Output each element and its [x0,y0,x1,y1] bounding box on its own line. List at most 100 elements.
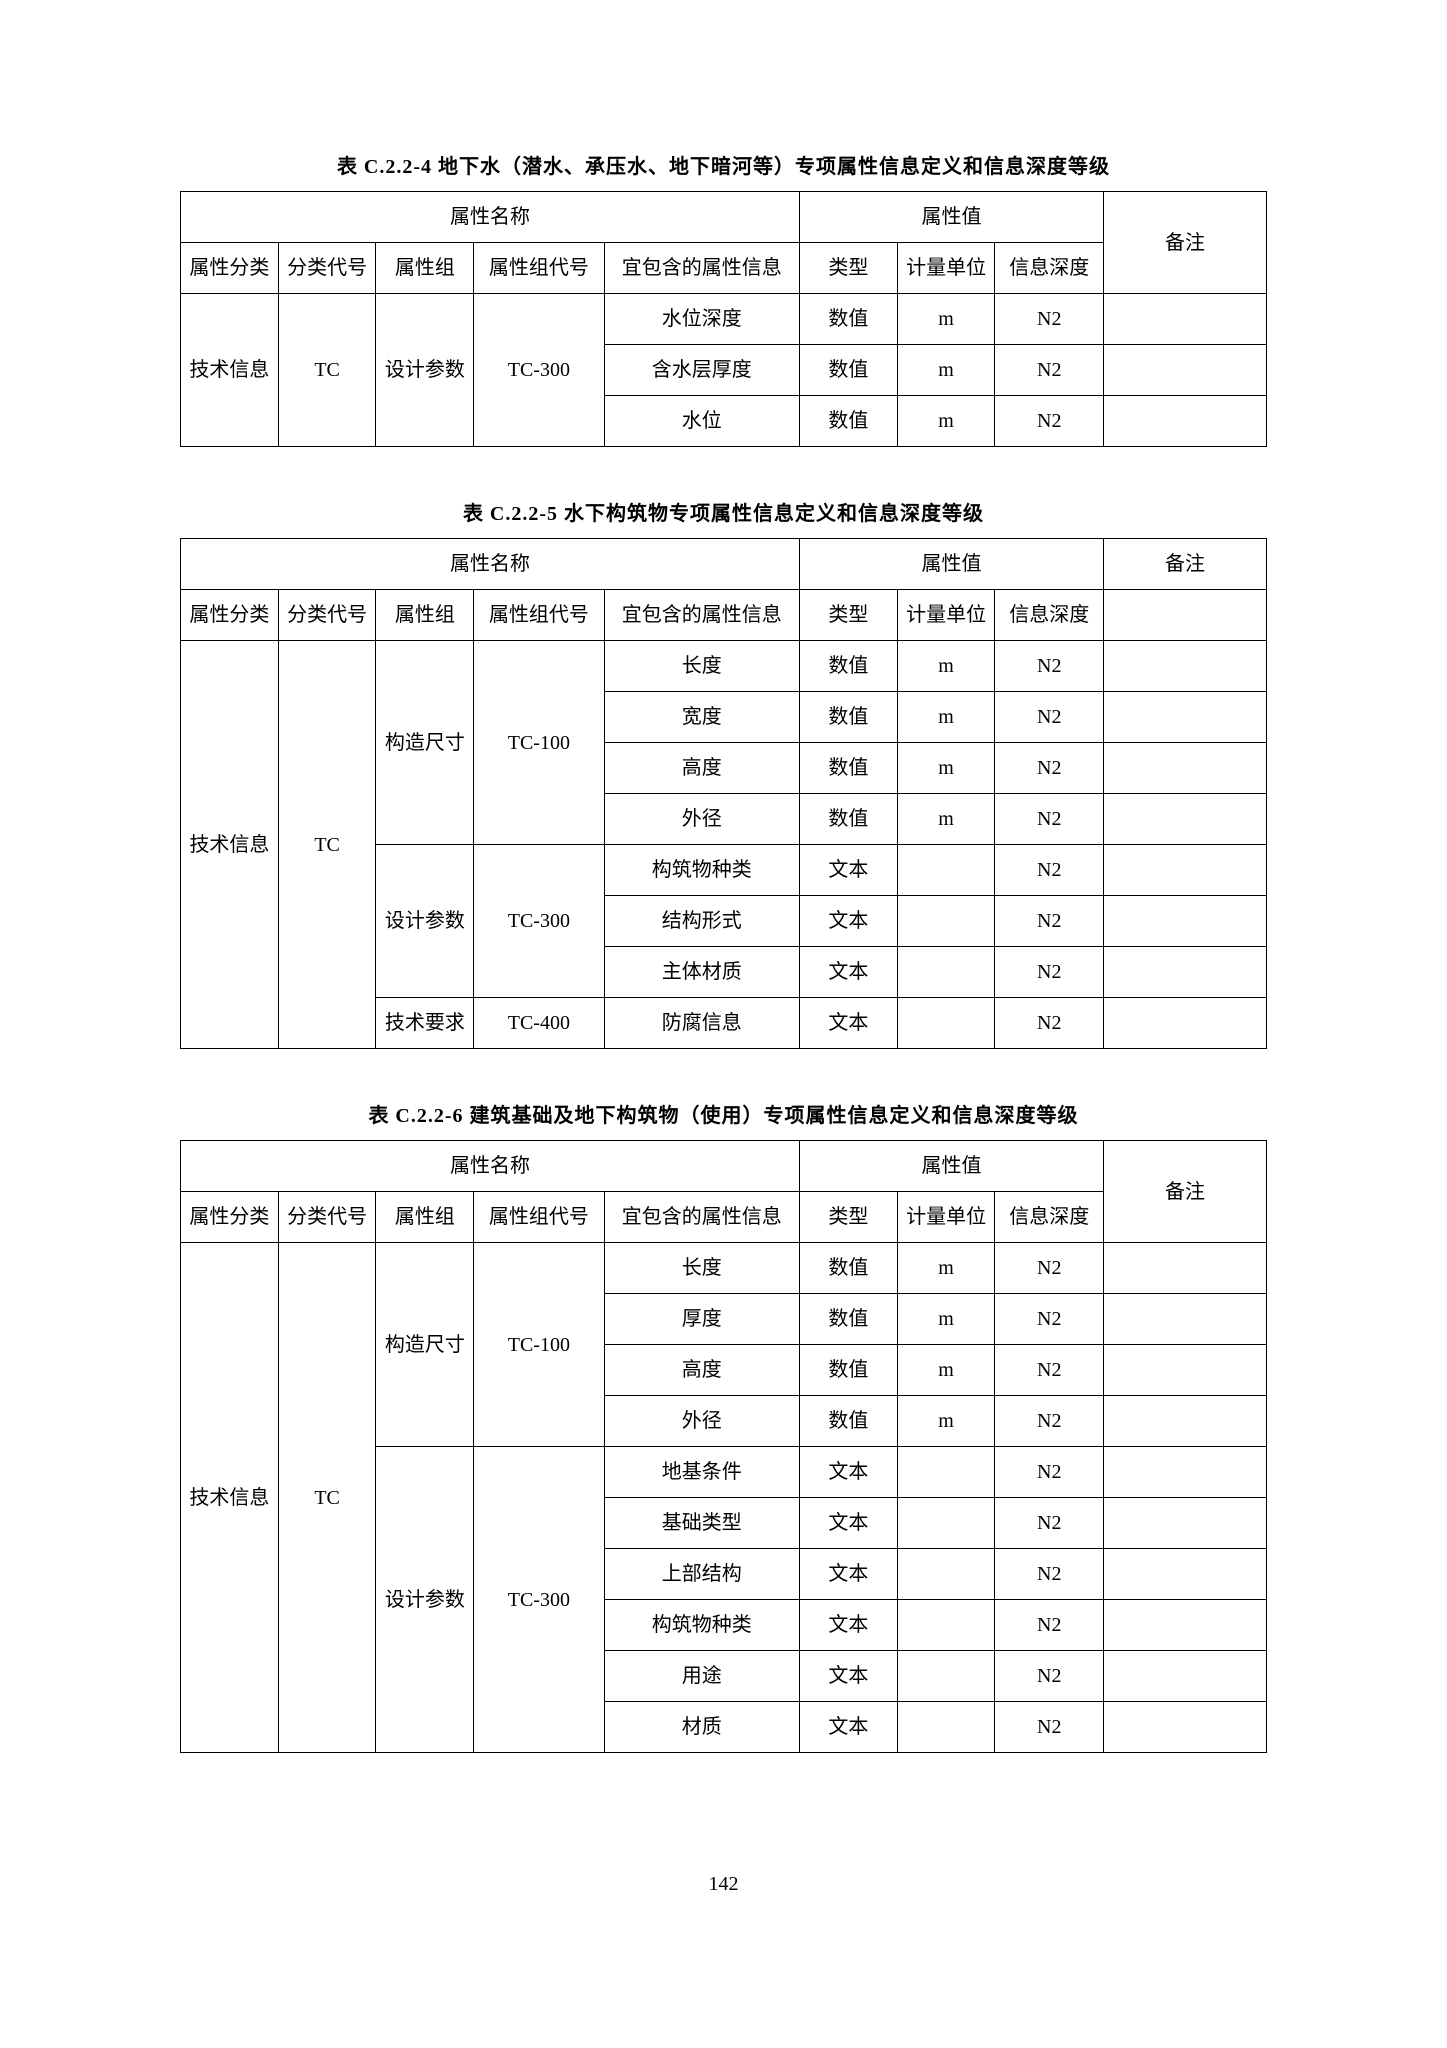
cell-attr: 长度 [604,1243,799,1294]
cell-attr: 主体材质 [604,947,799,998]
cell-unit: m [897,1294,995,1345]
cell-cat: 技术信息 [181,1243,279,1753]
header-group-right: 属性值 [799,1141,1103,1192]
cell-note [1104,896,1267,947]
cell-depth: N2 [995,743,1104,794]
col-h2: 分类代号 [278,243,376,294]
col-h1: 属性分类 [181,243,279,294]
cell-attr: 用途 [604,1651,799,1702]
table-c224: 属性名称 属性值 备注 属性分类 分类代号 属性组 属性组代号 宜包含的属性信息… [180,191,1267,447]
col-h2: 分类代号 [278,590,376,641]
cell-unit [897,1651,995,1702]
cell-attr: 水位深度 [604,294,799,345]
col-h6: 类型 [799,243,897,294]
cell-attr: 长度 [604,641,799,692]
cell-unit: m [897,1396,995,1447]
cell-type: 文本 [799,1498,897,1549]
cell-attr: 上部结构 [604,1549,799,1600]
cell-note [1104,396,1267,447]
cell-unit [897,1549,995,1600]
page-number: 142 [180,1873,1267,1896]
header-note: 备注 [1104,192,1267,294]
cell-unit: m [897,692,995,743]
table-row: 技术信息 TC 构造尺寸 TC-100 长度 数值 m N2 [181,641,1267,692]
cell-attr: 水位 [604,396,799,447]
cell-type: 文本 [799,998,897,1049]
cell-unit [897,947,995,998]
table-caption: 表 C.2.2-4 地下水（潜水、承压水、地下暗河等）专项属性信息定义和信息深度… [180,150,1267,179]
cell-unit [897,1498,995,1549]
cell-type: 数值 [799,692,897,743]
cell-type: 数值 [799,1345,897,1396]
cell-note [1104,1549,1267,1600]
cell-type: 数值 [799,794,897,845]
header-group-right: 属性值 [799,192,1103,243]
col-h1: 属性分类 [181,1192,279,1243]
col-h6: 类型 [799,1192,897,1243]
cell-depth: N2 [995,1243,1104,1294]
cell-unit: m [897,396,995,447]
cell-note [1104,1447,1267,1498]
cell-type: 数值 [799,345,897,396]
cell-unit: m [897,1345,995,1396]
table-caption: 表 C.2.2-6 建筑基础及地下构筑物（使用）专项属性信息定义和信息深度等级 [180,1099,1267,1128]
cell-type: 文本 [799,1447,897,1498]
cell-depth: N2 [995,1549,1104,1600]
header-group-left: 属性名称 [181,539,800,590]
cell-attr: 材质 [604,1702,799,1753]
col-h2: 分类代号 [278,1192,376,1243]
cell-depth: N2 [995,692,1104,743]
col-h3: 属性组 [376,590,474,641]
cell-note [1104,641,1267,692]
cell-depth: N2 [995,998,1104,1049]
cell-group: 构造尺寸 [376,1243,474,1447]
cell-note [1104,1396,1267,1447]
cell-type: 文本 [799,1702,897,1753]
cell-code: TC [278,641,376,1049]
col-h3: 属性组 [376,1192,474,1243]
cell-unit: m [897,794,995,845]
cell-depth: N2 [995,345,1104,396]
header-group-left: 属性名称 [181,1141,800,1192]
cell-depth: N2 [995,794,1104,845]
cell-note [1104,294,1267,345]
cell-note [1104,947,1267,998]
cell-attr: 构筑物种类 [604,1600,799,1651]
cell-unit [897,1600,995,1651]
cell-depth: N2 [995,641,1104,692]
cell-type: 文本 [799,896,897,947]
cell-unit [897,896,995,947]
cell-depth: N2 [995,294,1104,345]
cell-depth: N2 [995,1294,1104,1345]
cell-unit: m [897,294,995,345]
col-h5: 宜包含的属性信息 [604,1192,799,1243]
cell-attr: 含水层厚度 [604,345,799,396]
cell-attr: 构筑物种类 [604,845,799,896]
cell-type: 文本 [799,1600,897,1651]
cell-type: 文本 [799,845,897,896]
cell-unit: m [897,345,995,396]
col-h5: 宜包含的属性信息 [604,590,799,641]
cell-groupcode: TC-100 [474,1243,604,1447]
cell-attr: 结构形式 [604,896,799,947]
cell-unit [897,1447,995,1498]
cell-unit [897,845,995,896]
col-h7: 计量单位 [897,1192,995,1243]
table-c226: 属性名称 属性值 备注 属性分类 分类代号 属性组 属性组代号 宜包含的属性信息… [180,1140,1267,1753]
cell-type: 文本 [799,1549,897,1600]
cell-depth: N2 [995,1702,1104,1753]
cell-note [1104,345,1267,396]
cell-attr: 防腐信息 [604,998,799,1049]
cell-type: 数值 [799,294,897,345]
cell-type: 数值 [799,396,897,447]
header-note: 备注 [1104,1141,1267,1243]
cell-unit: m [897,641,995,692]
table-row: 属性名称 属性值 备注 [181,1141,1267,1192]
cell-attr: 高度 [604,743,799,794]
header-note: 备注 [1104,539,1267,590]
cell-note [1104,1294,1267,1345]
table-row: 属性名称 属性值 备注 [181,192,1267,243]
table-c225: 属性名称 属性值 备注 属性分类 分类代号 属性组 属性组代号 宜包含的属性信息… [180,538,1267,1049]
cell-cat: 技术信息 [181,294,279,447]
cell-note [1104,794,1267,845]
